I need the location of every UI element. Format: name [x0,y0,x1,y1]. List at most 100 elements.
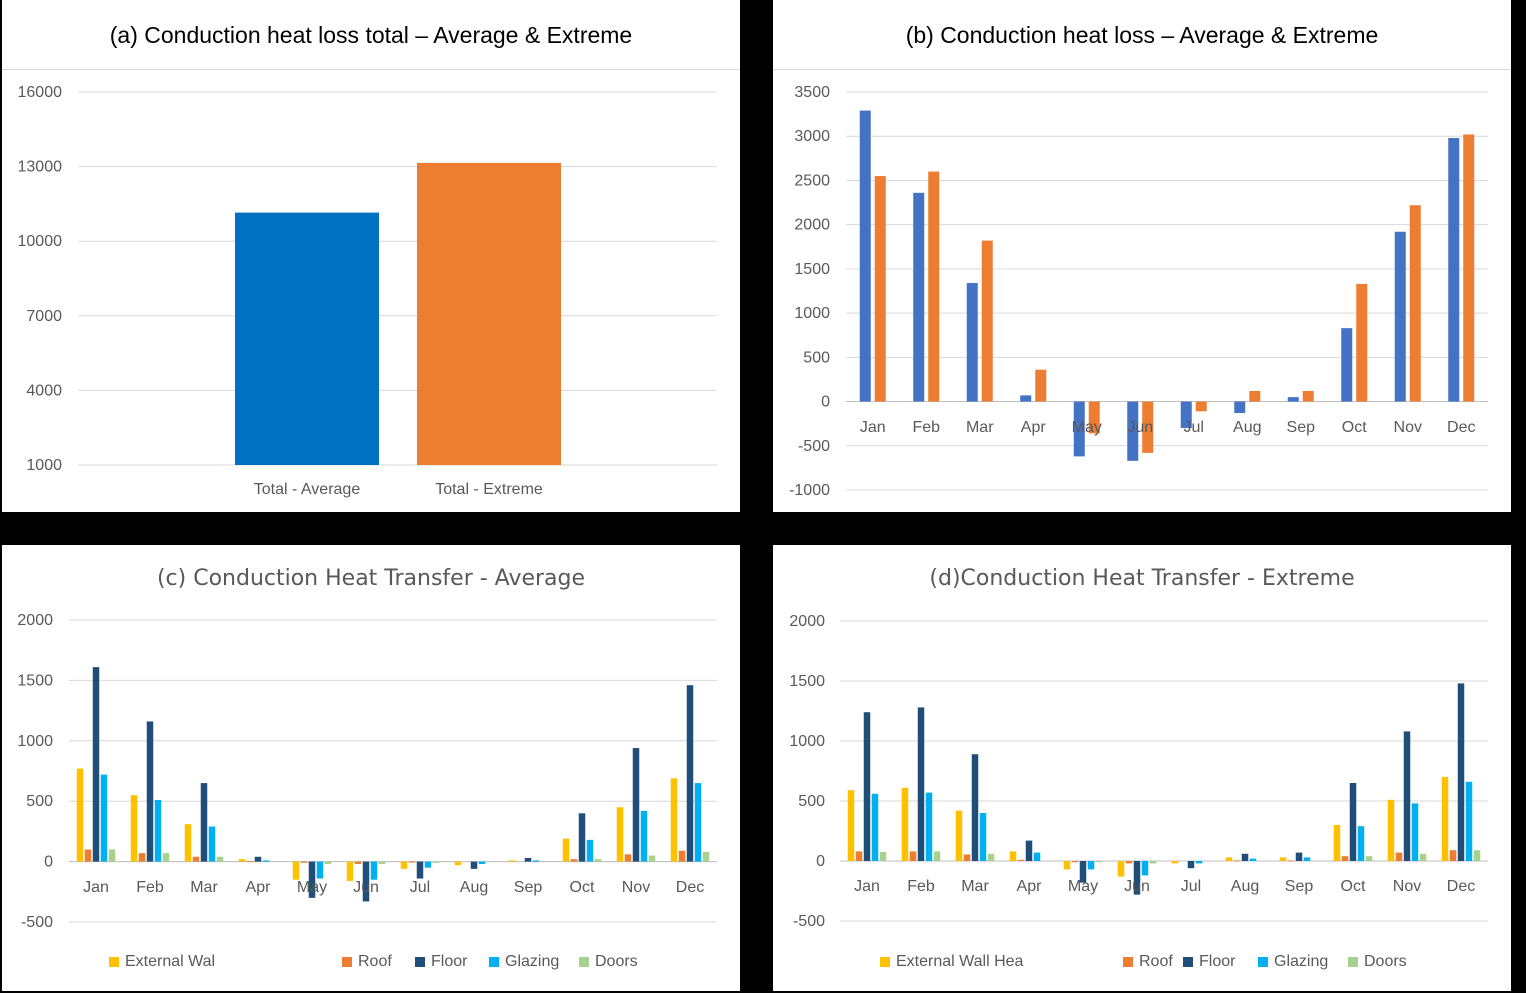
legend-label: Floor [431,953,468,970]
x-tick-label: Aug [460,879,488,896]
bar [162,853,170,862]
bar [1365,856,1373,861]
chart-title: (b) Conduction heat loss – Average & Ext… [905,22,1379,48]
y-tick-label: 0 [821,394,830,411]
y-tick-label: 1000 [789,733,825,750]
title-divider [773,69,1511,70]
bar [1079,861,1087,883]
bar [1395,852,1403,861]
bar [1411,803,1419,861]
bar [1387,799,1395,861]
legend-label: Glazing [505,953,560,970]
legend-swatch [1348,957,1358,967]
x-tick-label: Feb [136,879,164,896]
legend-swatch [109,957,119,967]
x-tick-label: Sep [1285,878,1314,895]
x-tick-label: Mar [966,419,994,436]
x-tick-label: Jul [1181,878,1201,895]
legend-label: Doors [595,953,638,970]
y-tick-label: 2000 [794,217,830,234]
bar [76,768,84,862]
bar [292,861,300,880]
x-tick-label: Aug [1231,878,1259,895]
chart-panel-c: (c) Conduction Heat Transfer - Average 2… [2,545,740,991]
y-tick-label: 2000 [17,612,53,629]
legend-label: Roof [358,953,392,970]
legend-label: Floor [1199,953,1236,970]
bar [84,849,92,862]
y-tick-label: 2500 [794,172,830,189]
bar [1095,861,1103,863]
x-tick-label: Oct [1341,878,1366,895]
bar [432,861,440,863]
x-tick-label: May [297,879,327,896]
bar [370,861,378,880]
bar [1287,397,1299,402]
bar [1063,861,1071,870]
bar [933,851,941,861]
bar [130,795,138,862]
bar [1088,401,1100,434]
bar [308,861,316,898]
bar [702,851,710,862]
bar [508,860,516,862]
bar [594,859,602,862]
bar [859,110,871,402]
bar [1087,861,1095,870]
bar [981,240,993,402]
bar [216,856,224,862]
legend-item: External Wall Hea [880,953,1023,971]
x-tick-label: Total - Average [254,481,361,498]
x-tick-label: Jun [1127,419,1153,436]
bar [971,754,979,861]
bar [316,861,324,879]
x-tick-label: Total - Extreme [435,481,543,498]
bar [1287,860,1295,862]
bar [913,192,925,402]
bar [1457,683,1465,861]
bar [562,838,570,862]
legend-item: Roof [1123,953,1173,971]
legend-label: Doors [1364,953,1407,970]
y-tick-label: 1500 [789,673,825,690]
bar [208,826,216,862]
x-tick-label: Dec [676,879,704,896]
bar [1234,401,1246,414]
bar [640,810,648,862]
bar [1020,395,1032,402]
bar [909,851,917,861]
y-tick-label: 1000 [794,305,830,322]
x-tick-label: Jan [854,878,880,895]
bar [1463,134,1475,402]
x-tick-label: Jun [353,879,379,896]
y-tick-label: 3000 [794,128,830,145]
chart-title: (d)Conduction Heat Transfer - Extreme [929,566,1355,591]
bar [238,859,246,862]
bar [616,807,624,862]
bar [966,283,978,402]
bar [108,849,116,862]
x-tick-label: Dec [1447,419,1475,436]
bar [1225,857,1233,861]
x-tick-label: Dec [1447,878,1475,895]
bar [454,861,462,866]
x-tick-label: Nov [1394,419,1422,436]
bar [1333,825,1341,861]
bar [346,861,354,881]
bar [1171,861,1179,864]
chart-title: (c) Conduction Heat Transfer - Average [156,566,586,591]
bar [686,685,694,862]
chart-c-plot: 2000 1500 1000 500 0 -500 Jan Feb Mar Apr May Jun Ju… [17,612,717,931]
bar [1009,851,1017,861]
legend-label: Glazing [1274,953,1329,970]
x-tick-label: Aug [1233,419,1261,436]
bar [300,861,308,863]
y-tick-label: 500 [26,793,53,810]
x-tick-label: Apr [1021,419,1047,436]
bar [963,854,971,861]
bar [324,861,332,865]
bar [1449,850,1457,861]
chart-panel-d: (d)Conduction Heat Transfer - Extreme 20… [773,545,1511,991]
x-tick-label: May [1072,419,1102,436]
chart-d-plot: 2000 1500 1000 500 0 -500 Jan Feb Mar Apr May Jun Ju… [789,613,1488,930]
